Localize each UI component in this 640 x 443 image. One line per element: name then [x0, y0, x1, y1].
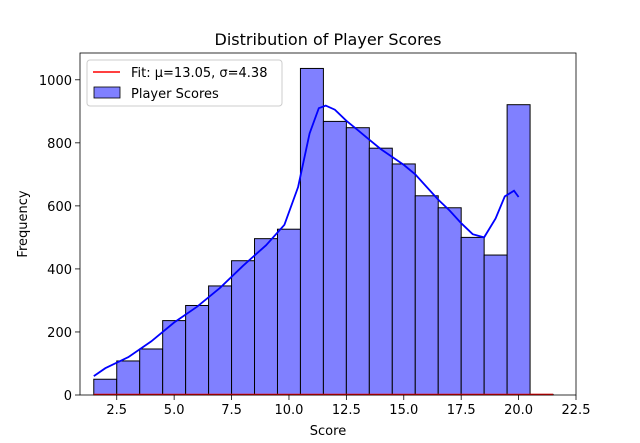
histogram-bar — [276, 228, 301, 396]
y-axis-label: Frequency — [16, 190, 31, 257]
histogram-bar — [231, 260, 256, 396]
y-tick-label: 600 — [47, 200, 72, 215]
legend-scores-label: Player Scores — [131, 87, 219, 102]
histogram-bar — [93, 378, 118, 396]
x-tick-label: 12.5 — [332, 403, 361, 418]
y-tick-label: 800 — [47, 137, 72, 152]
histogram-bar — [254, 238, 278, 396]
histogram-bar — [162, 320, 187, 396]
chart-title: Distribution of Player Scores — [215, 30, 442, 49]
histogram-bars — [93, 67, 554, 396]
plot-frame — [79, 52, 577, 396]
histogram-bar — [208, 285, 233, 396]
x-tick-label: 5.0 — [164, 403, 185, 418]
histogram-bar — [322, 120, 347, 396]
histogram-bar — [345, 127, 370, 396]
legend-scores-swatch — [93, 86, 121, 99]
histogram-bar — [116, 360, 141, 396]
x-tick-label: 10.0 — [274, 403, 303, 418]
kde-line — [93, 104, 520, 377]
x-tick-label: 22.5 — [562, 403, 591, 418]
y-tick-label: 1000 — [39, 74, 72, 89]
histogram-bar — [506, 104, 531, 396]
y-tick-label: 0 — [64, 389, 72, 404]
x-axis-label: Score — [310, 424, 346, 439]
histogram-bar — [139, 348, 164, 396]
histogram-bar — [437, 207, 462, 396]
x-tick-label: 20.0 — [504, 403, 533, 418]
x-axis-ticks: 2.5 5.0 7.5 10.0 12.5 15.0 17.5 20.0 22.5 — [106, 395, 590, 418]
x-tick-label: 17.5 — [447, 403, 476, 418]
x-tick-label: 2.5 — [106, 403, 127, 418]
x-tick-label: 7.5 — [221, 403, 242, 418]
histogram-bar — [460, 236, 485, 396]
y-tick-label: 400 — [47, 263, 72, 278]
histogram-bar — [483, 254, 508, 396]
y-tick-label: 200 — [47, 326, 72, 341]
histogram-bar — [391, 163, 416, 396]
y-axis-ticks: 0 200 400 600 800 1000 — [39, 74, 80, 404]
legend-box — [86, 59, 283, 107]
histogram-bar — [185, 304, 210, 396]
x-tick-label: 15.0 — [389, 403, 418, 418]
histogram-bar — [414, 195, 439, 396]
legend: Fit: μ=13.05, σ=4.38 Player Scores — [86, 59, 283, 107]
legend-fit-label: Fit: μ=13.05, σ=4.38 — [131, 66, 267, 81]
histogram-bar — [299, 67, 324, 396]
histogram-bar — [368, 147, 393, 396]
